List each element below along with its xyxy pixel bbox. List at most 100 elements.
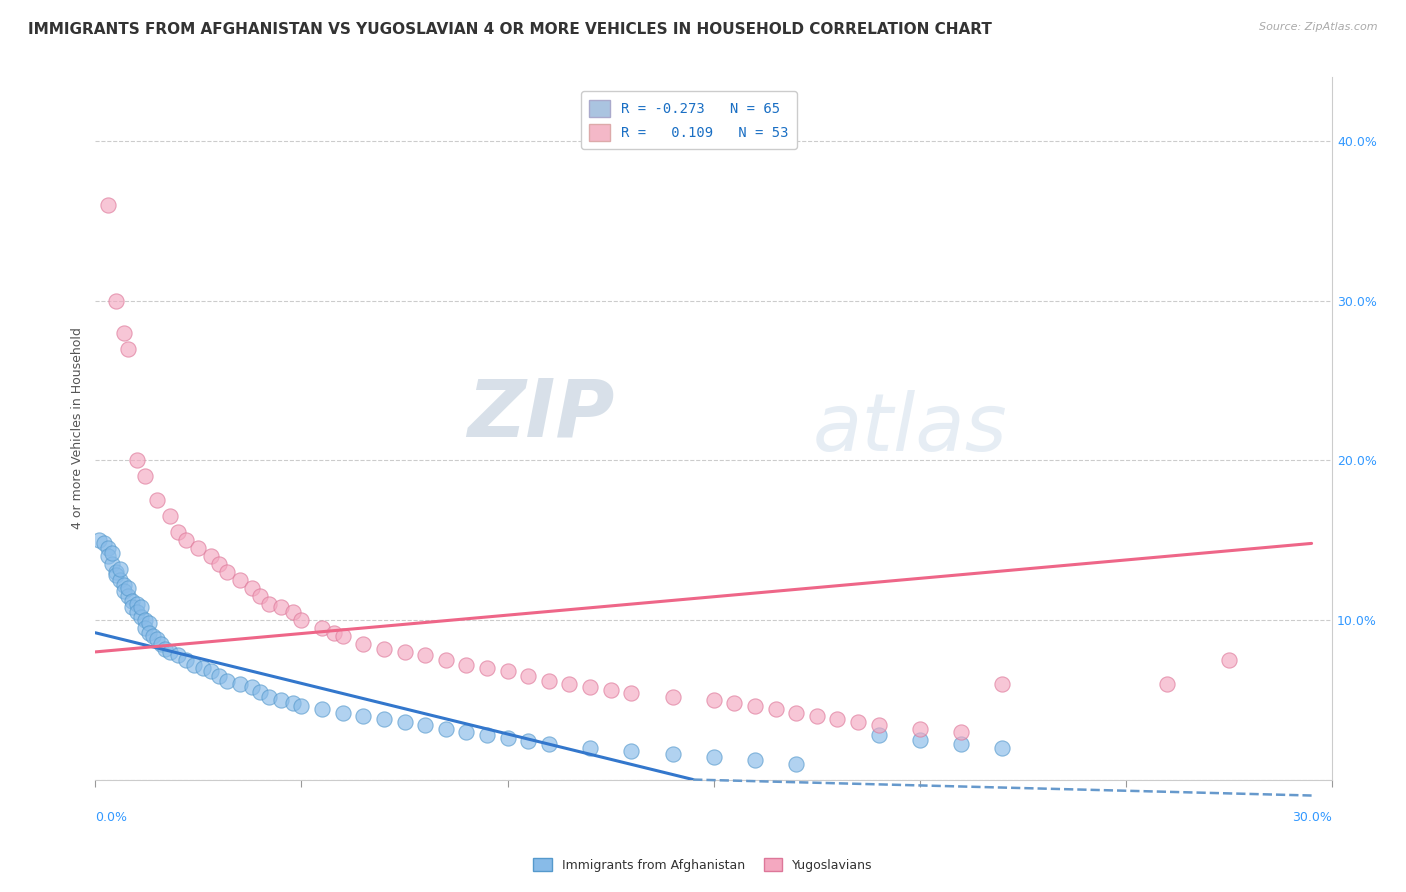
Point [290,699,312,714]
Point [97,549,120,564]
Point [950,738,973,752]
Point [228,677,250,691]
Point [868,728,890,742]
Point [174,653,197,667]
Text: IMMIGRANTS FROM AFGHANISTAN VS YUGOSLAVIAN 4 OR MORE VEHICLES IN HOUSEHOLD CORRE: IMMIGRANTS FROM AFGHANISTAN VS YUGOSLAVI… [28,22,993,37]
Point [257,690,280,704]
Point [166,525,188,540]
Point [991,677,1014,691]
Point [394,715,416,730]
Point [537,738,560,752]
Point [496,731,519,745]
Text: atlas: atlas [813,390,1008,467]
Point [159,645,181,659]
Point [249,589,271,603]
Point [125,453,148,467]
Point [129,609,152,624]
Point [125,597,148,611]
Point [155,641,177,656]
Point [208,557,231,571]
Point [138,616,160,631]
Point [146,632,169,647]
Point [620,686,643,700]
Point [323,625,346,640]
Point [270,693,292,707]
Point [868,718,890,732]
Point [620,744,643,758]
Point [373,712,395,726]
Point [332,706,354,720]
Point [108,573,131,587]
Point [950,724,973,739]
Point [159,509,181,524]
Point [134,621,156,635]
Point [434,722,457,736]
Point [200,664,222,678]
Point [744,699,766,714]
Text: ZIP: ZIP [467,376,614,453]
Point [89,533,111,548]
Point [558,677,581,691]
Legend: R = -0.273   N = 65, R =   0.109   N = 53: R = -0.273 N = 65, R = 0.109 N = 53 [581,91,797,149]
Point [174,533,197,548]
Point [217,565,239,579]
Point [352,637,374,651]
Point [908,722,931,736]
Point [150,637,173,651]
Point [134,469,156,483]
Point [311,621,333,635]
Point [991,740,1014,755]
Point [187,541,209,556]
Point [413,648,436,662]
Point [703,693,725,707]
Point [129,600,152,615]
Point [101,546,124,560]
Point [827,712,849,726]
Point [537,673,560,688]
Point [413,718,436,732]
Point [112,326,135,340]
Point [352,708,374,723]
Text: 30.0%: 30.0% [1292,811,1333,824]
Point [200,549,222,564]
Point [97,541,120,556]
Point [112,578,135,592]
Text: Source: ZipAtlas.com: Source: ZipAtlas.com [1260,22,1378,32]
Point [517,669,540,683]
Point [142,629,165,643]
Point [373,641,395,656]
Point [703,750,725,764]
Point [599,683,621,698]
Point [785,706,807,720]
Point [125,605,148,619]
Point [93,536,115,550]
Point [394,645,416,659]
Point [744,753,766,767]
Point [101,557,124,571]
Point [270,600,292,615]
Point [97,198,120,212]
Point [517,734,540,748]
Point [134,613,156,627]
Point [785,756,807,771]
Point [434,653,457,667]
Point [661,747,683,761]
Point [240,581,263,595]
Point [183,657,205,672]
Point [332,629,354,643]
Point [579,740,602,755]
Point [217,673,239,688]
Point [475,728,498,742]
Point [1218,653,1240,667]
Point [108,562,131,576]
Point [475,661,498,675]
Point [191,661,214,675]
Point [846,715,869,730]
Point [117,581,139,595]
Point [311,702,333,716]
Point [283,605,305,619]
Point [456,657,478,672]
Y-axis label: 4 or more Vehicles in Household: 4 or more Vehicles in Household [72,327,84,530]
Point [121,600,143,615]
Point [208,669,231,683]
